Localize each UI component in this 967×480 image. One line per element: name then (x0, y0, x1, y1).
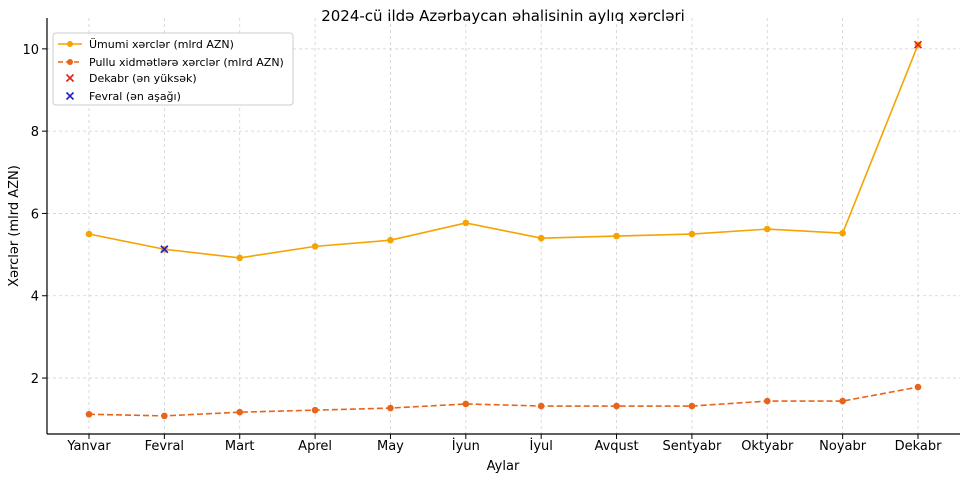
chart-title: 2024-cü ildə Azərbaycan əhalisinin aylıq… (321, 7, 685, 25)
data-point (387, 236, 394, 244)
data-point (462, 400, 470, 408)
data-point (914, 383, 922, 391)
data-point (537, 234, 545, 242)
y-tick-label: 6 (31, 207, 39, 222)
x-tick-label: Mart (225, 439, 255, 454)
data-point (236, 254, 244, 262)
legend-label: Dekabr (ən yüksək) (89, 72, 197, 85)
legend-box (52, 32, 294, 106)
y-tick-label: 4 (31, 290, 39, 305)
highlight-marker (160, 245, 169, 254)
y-tick-label: 2 (31, 372, 39, 387)
legend-marker (67, 59, 73, 65)
x-tick-label: Yanvar (66, 439, 111, 454)
legend-label: Pullu xidmətlərə xərclər (mlrd AZN) (89, 56, 284, 69)
data-point (613, 232, 620, 240)
data-point (462, 219, 470, 227)
x-tick-label: İyul (529, 438, 552, 454)
data-point (85, 230, 93, 238)
highlight-marker (913, 40, 923, 49)
data-point (763, 225, 771, 233)
data-point (85, 410, 93, 418)
x-tick-label: Fevral (145, 439, 184, 454)
series-line-1 (88, 386, 919, 417)
legend-marker (65, 91, 75, 101)
legend-marker (67, 41, 73, 47)
data-point (161, 412, 168, 420)
legend-label: Fevral (ən aşağı) (89, 90, 181, 103)
series-line-0 (88, 44, 919, 259)
y-tick-label: 8 (31, 125, 39, 140)
x-tick-label: İyun (452, 438, 480, 454)
data-point (839, 229, 846, 237)
x-tick-label: Sentyabr (662, 439, 721, 454)
legend-marker (65, 73, 75, 83)
x-tick-label: May (377, 439, 404, 454)
x-tick-label: Avqust (594, 439, 638, 454)
data-point (763, 397, 771, 405)
y-tick-label: 10 (22, 43, 39, 58)
data-point (236, 408, 244, 416)
y-axis-label: Xərclər (mlrd AZN) (7, 165, 22, 287)
data-point (387, 404, 394, 412)
data-point (613, 402, 620, 410)
x-tick-label: Aprel (298, 439, 332, 454)
data-point (537, 402, 545, 410)
data-point (311, 406, 319, 414)
data-point (311, 243, 319, 250)
legend: Ümumi xərclər (mlrd AZN) Pullu xidmətlərə… (52, 32, 294, 106)
data-point (688, 230, 696, 238)
x-tick-label: Dekabr (895, 439, 943, 454)
data-point (688, 402, 696, 410)
x-tick-label: Oktyabr (741, 439, 794, 454)
x-tick-label: Noyabr (819, 439, 867, 454)
x-axis-label: Aylar (487, 459, 520, 474)
data-point (839, 397, 846, 405)
legend-label: Ümumi xərclər (mlrd AZN) (89, 38, 234, 51)
